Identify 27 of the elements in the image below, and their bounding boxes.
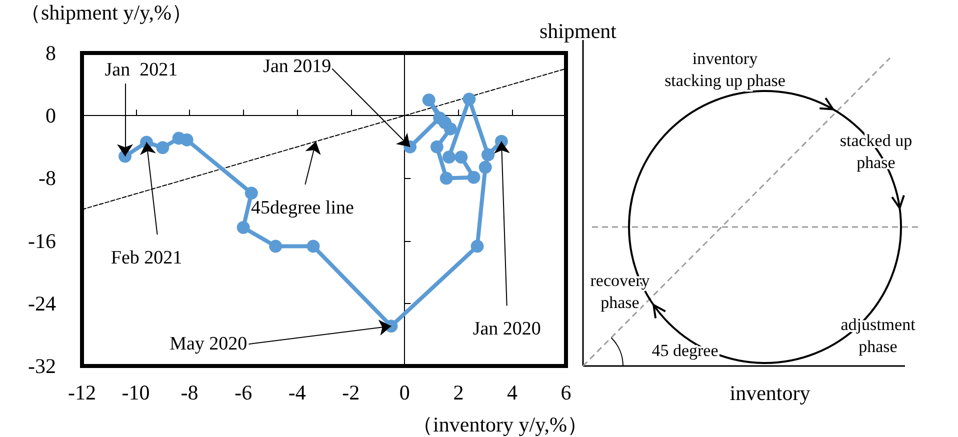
x-tick-label: -2 <box>342 380 360 404</box>
text: inventory <box>730 381 811 405</box>
y-tick-label: 8 <box>46 41 56 65</box>
x-tick-label: -10 <box>122 380 150 404</box>
text: shipment <box>540 19 617 43</box>
y-tick-label: -24 <box>28 291 56 316</box>
annotation: Jan 2020 <box>472 318 541 340</box>
annotation: May 2020 <box>170 334 248 355</box>
x-tick-label: 6 <box>560 380 572 404</box>
y-axis-title: （shipment y/y,%） <box>20 0 192 24</box>
x-tick-label: 4 <box>506 380 518 404</box>
annotation: Jan 2021 <box>104 60 178 81</box>
y-tick-label: -8 <box>38 166 56 190</box>
x-tick-label: 2 <box>453 380 464 404</box>
x-tick-label: 0 <box>399 380 410 404</box>
y-tick-label: 0 <box>46 104 56 128</box>
y-tick-label: -32 <box>28 354 56 378</box>
x-axis-title: （inventory y/y,%） <box>412 412 588 436</box>
y-tick-label: -16 <box>28 228 56 253</box>
x-tick-label: -6 <box>234 380 252 404</box>
annotation: 45degree line <box>251 197 354 218</box>
annotation: Feb 2021 <box>110 248 182 269</box>
x-tick-label: -4 <box>288 380 306 404</box>
x-tick-label: -8 <box>180 380 198 404</box>
x-tick-label: -12 <box>68 380 96 404</box>
annotation: Jan 2019 <box>263 56 332 77</box>
text: inventory stacking up phase <box>664 49 786 90</box>
